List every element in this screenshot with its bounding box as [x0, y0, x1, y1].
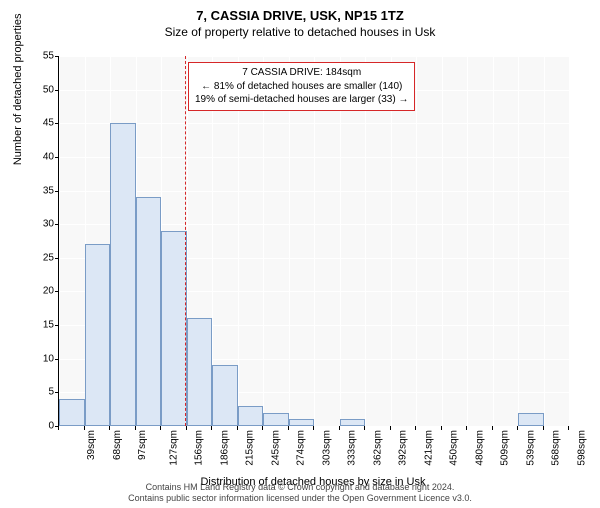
- x-tick-mark: [568, 426, 569, 430]
- annotation-line: 19% of semi-detached houses are larger (…: [195, 93, 408, 107]
- x-tick-mark: [58, 426, 59, 430]
- x-tick-mark: [415, 426, 416, 430]
- x-tick-mark: [364, 426, 365, 430]
- histogram-bar: [340, 419, 366, 426]
- x-tick-label: 127sqm: [168, 430, 179, 466]
- plot-area: [58, 56, 569, 427]
- page-title: 7, CASSIA DRIVE, USK, NP15 1TZ: [0, 8, 600, 23]
- y-tick-label: 35: [24, 185, 54, 196]
- x-tick-label: 421sqm: [423, 430, 434, 466]
- histogram-bar: [212, 365, 238, 426]
- gridline-v: [442, 56, 443, 426]
- footer-line: Contains HM Land Registry data © Crown c…: [0, 482, 600, 493]
- x-tick-mark: [441, 426, 442, 430]
- x-tick-mark: [288, 426, 289, 430]
- x-tick-label: 362sqm: [372, 430, 383, 466]
- x-tick-mark: [492, 426, 493, 430]
- histogram-bar: [85, 244, 111, 426]
- gridline-v: [569, 56, 570, 426]
- y-tick-label: 45: [24, 118, 54, 129]
- x-tick-mark: [339, 426, 340, 430]
- x-tick-mark: [160, 426, 161, 430]
- y-tick-label: 0: [24, 421, 54, 432]
- histogram-bar: [59, 399, 85, 426]
- histogram-bar: [161, 231, 187, 426]
- histogram-bar: [238, 406, 264, 426]
- reference-line: [185, 56, 186, 426]
- x-tick-label: 539sqm: [525, 430, 536, 466]
- x-tick-label: 509sqm: [500, 430, 511, 466]
- footer: Contains HM Land Registry data © Crown c…: [0, 482, 600, 505]
- annotation-line: 7 CASSIA DRIVE: 184sqm: [195, 66, 408, 80]
- x-tick-label: 156sqm: [194, 430, 205, 466]
- x-tick-label: 39sqm: [86, 430, 97, 460]
- gridline-v: [544, 56, 545, 426]
- x-tick-label: 333sqm: [347, 430, 358, 466]
- x-tick-mark: [313, 426, 314, 430]
- histogram-bar: [110, 123, 136, 426]
- gridline-v: [263, 56, 264, 426]
- x-tick-label: 450sqm: [449, 430, 460, 466]
- y-tick-label: 10: [24, 353, 54, 364]
- gridline-v: [238, 56, 239, 426]
- x-tick-mark: [109, 426, 110, 430]
- gridline-v: [59, 56, 60, 426]
- gridline-v: [365, 56, 366, 426]
- x-tick-label: 68sqm: [112, 430, 123, 460]
- histogram-bar: [263, 413, 289, 426]
- y-tick-label: 55: [24, 51, 54, 62]
- x-tick-mark: [390, 426, 391, 430]
- x-tick-label: 598sqm: [576, 430, 587, 466]
- footer-line: Contains public sector information licen…: [0, 493, 600, 504]
- y-tick-label: 40: [24, 151, 54, 162]
- gridline-v: [340, 56, 341, 426]
- x-tick-label: 186sqm: [219, 430, 230, 466]
- gridline-v: [416, 56, 417, 426]
- gridline-h: [59, 426, 569, 427]
- x-tick-mark: [186, 426, 187, 430]
- x-tick-mark: [466, 426, 467, 430]
- y-tick-label: 20: [24, 286, 54, 297]
- x-tick-label: 568sqm: [551, 430, 562, 466]
- x-tick-label: 245sqm: [270, 430, 281, 466]
- histogram-bar: [289, 419, 315, 426]
- histogram-bar: [518, 413, 544, 426]
- y-tick-label: 15: [24, 320, 54, 331]
- x-tick-label: 97sqm: [137, 430, 148, 460]
- gridline-v: [314, 56, 315, 426]
- x-tick-mark: [517, 426, 518, 430]
- x-tick-mark: [84, 426, 85, 430]
- x-tick-mark: [543, 426, 544, 430]
- y-tick-label: 5: [24, 387, 54, 398]
- annotation-box: 7 CASSIA DRIVE: 184sqm ← 81% of detached…: [188, 62, 415, 111]
- gridline-v: [391, 56, 392, 426]
- x-tick-mark: [262, 426, 263, 430]
- x-tick-mark: [135, 426, 136, 430]
- gridline-v: [289, 56, 290, 426]
- gridline-v: [518, 56, 519, 426]
- x-tick-label: 392sqm: [398, 430, 409, 466]
- x-tick-label: 303sqm: [321, 430, 332, 466]
- y-axis-label: Number of detached properties: [12, 14, 24, 166]
- annotation-line: ← 81% of detached houses are smaller (14…: [195, 80, 408, 94]
- y-tick-label: 25: [24, 252, 54, 263]
- x-tick-label: 480sqm: [474, 430, 485, 466]
- x-tick-label: 215sqm: [245, 430, 256, 466]
- x-tick-mark: [211, 426, 212, 430]
- chart-container: 0510152025303540455055 Number of detache…: [58, 56, 568, 426]
- gridline-v: [467, 56, 468, 426]
- y-tick-label: 30: [24, 219, 54, 230]
- histogram-bar: [187, 318, 213, 426]
- gridline-v: [493, 56, 494, 426]
- histogram-bar: [136, 197, 162, 426]
- y-tick-label: 50: [24, 84, 54, 95]
- x-tick-label: 274sqm: [296, 430, 307, 466]
- x-tick-mark: [237, 426, 238, 430]
- page-subtitle: Size of property relative to detached ho…: [0, 25, 600, 39]
